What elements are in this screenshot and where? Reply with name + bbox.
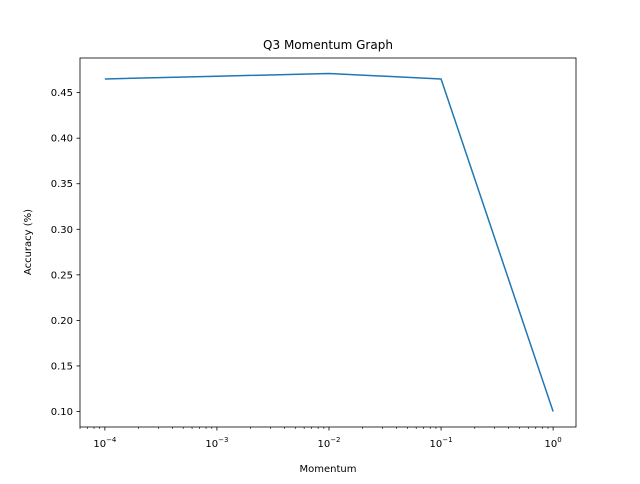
y-tick-label: 0.40 [51, 134, 73, 145]
y-axis-label: Accuracy (%) [23, 209, 34, 275]
y-tick-label: 0.25 [51, 270, 73, 281]
x-tick-label: 10−3 [205, 436, 228, 450]
series-line [104, 72, 554, 412]
y-tick-label: 0.20 [51, 316, 73, 327]
chart-title: Q3 Momentum Graph [263, 38, 393, 52]
y-tick-label: 0.35 [51, 179, 73, 190]
series-layer [104, 72, 554, 412]
y-tick-label: 0.30 [51, 225, 73, 236]
y-tick-label: 0.45 [51, 88, 73, 99]
y-tick-label: 0.10 [51, 407, 73, 418]
y-axis-ticks: 0.10 0.15 0.20 0.25 0.30 0.35 0.40 0.45 [51, 88, 80, 418]
plot-area [79, 57, 577, 428]
x-tick-label: 100 [545, 436, 562, 450]
x-axis-ticks: 10−4 10−3 10−2 10−1 100 [79, 427, 562, 450]
y-tick-label: 0.15 [51, 361, 73, 372]
x-tick-label: 10−1 [430, 436, 453, 450]
x-tick-label: 10−2 [317, 436, 340, 450]
axes-frame [79, 57, 577, 428]
x-axis-label: Momentum [300, 464, 357, 475]
x-tick-label: 10−4 [93, 436, 117, 450]
